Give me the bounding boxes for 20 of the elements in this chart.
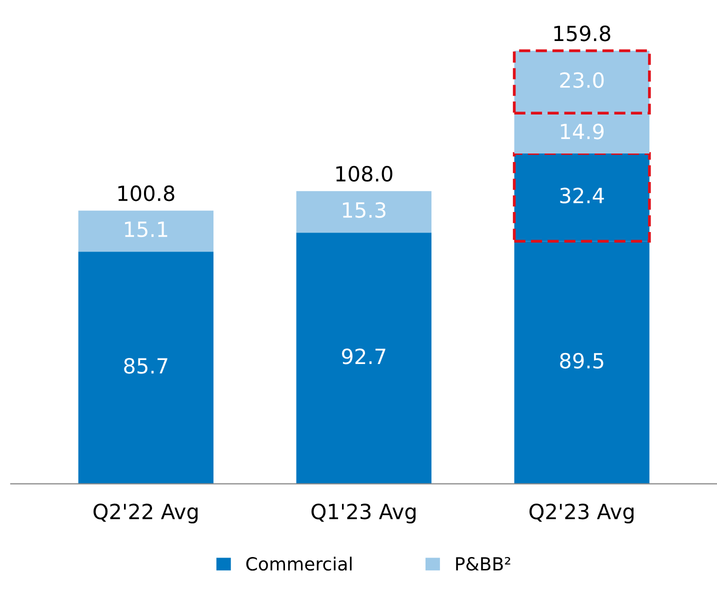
data-label: 89.5 (560, 352, 604, 369)
total-label: 100.8 (118, 185, 174, 202)
bar (296, 191, 432, 233)
bar (78, 252, 214, 484)
data-label: 14.9 (560, 124, 604, 140)
x-tick-label: Q2'22 Avg (94, 504, 198, 524)
data-label: 15.1 (124, 222, 168, 238)
x-tick-label: Q2'23 Avg (529, 504, 634, 524)
legend-label: Commercial (246, 556, 352, 571)
data-label: 23.0 (560, 72, 604, 88)
x-tick-label: Q1'23 Avg (312, 504, 416, 524)
total-label: 108.0 (336, 166, 392, 182)
data-label: 92.7 (342, 348, 386, 364)
data-label: 85.7 (124, 358, 168, 374)
bar (296, 232, 432, 484)
total-label: 159.8 (554, 26, 610, 42)
bar (78, 210, 214, 252)
legend-label: P&BB² (456, 557, 510, 571)
data-label: 32.4 (560, 188, 604, 204)
data-label: 15.3 (342, 202, 386, 218)
